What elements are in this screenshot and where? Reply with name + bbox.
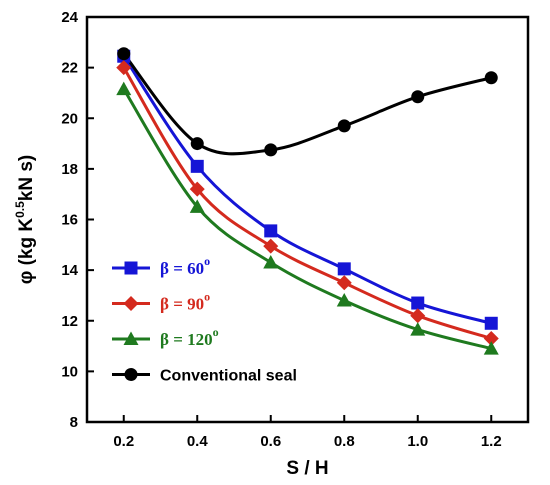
y-tick-label-7: 22 bbox=[61, 60, 78, 77]
y-tick-label-3: 14 bbox=[61, 262, 78, 279]
legend-label-2: β = 120o bbox=[160, 325, 219, 349]
series-2-point-0 bbox=[116, 81, 132, 96]
x-tick-label-1: 0.4 bbox=[187, 433, 209, 450]
y-tick-label-4: 16 bbox=[61, 212, 78, 229]
y-tick-label-6: 20 bbox=[61, 110, 78, 127]
x-tick-label-5: 1.2 bbox=[481, 433, 502, 450]
y-axis-label: φ (kg K0.5kN s) bbox=[13, 155, 37, 285]
series-1-point-2 bbox=[263, 238, 279, 254]
y-tick-label-0: 8 bbox=[70, 414, 78, 431]
y-tick-label-1: 10 bbox=[61, 363, 78, 380]
series-line-3 bbox=[122, 52, 492, 156]
series-3-point-2 bbox=[264, 143, 278, 157]
svg-text:φ (kg K0.5kN s): φ (kg K0.5kN s) bbox=[13, 155, 37, 285]
series-1-point-3 bbox=[336, 275, 352, 291]
series-2-point-1 bbox=[189, 199, 205, 213]
series-3-point-3 bbox=[337, 119, 351, 133]
legend-marker-2 bbox=[123, 331, 139, 345]
series-1-point-5 bbox=[483, 330, 499, 346]
series-2-point-3 bbox=[336, 293, 352, 307]
x-tick-label-2: 0.6 bbox=[260, 433, 281, 450]
x-axis-label: S / H bbox=[286, 458, 328, 479]
y-tick-label-8: 24 bbox=[61, 9, 78, 26]
legend-label-sup-0: o bbox=[204, 254, 210, 268]
series-1-point-0 bbox=[116, 60, 132, 76]
legend-label-0: β = 60o bbox=[160, 254, 210, 278]
x-tick-label-4: 1.0 bbox=[407, 433, 428, 450]
legend-label-sup-2: o bbox=[213, 325, 219, 339]
plot-frame bbox=[85, 15, 530, 424]
y-axis-label-tail: kN s) bbox=[16, 155, 37, 201]
legend-marker-1 bbox=[123, 296, 139, 311]
legend-label-text-1: β = 90 bbox=[160, 295, 204, 314]
series-3-point-0 bbox=[117, 47, 131, 61]
legend-marker-3 bbox=[124, 368, 138, 381]
series-2-point-4 bbox=[410, 322, 426, 336]
series-0-point-2 bbox=[264, 224, 278, 238]
series-0-point-3 bbox=[337, 262, 351, 276]
y-axis-label-main: φ (kg K bbox=[16, 218, 37, 285]
series-3-point-1 bbox=[190, 137, 204, 151]
series-0-point-4 bbox=[411, 296, 425, 310]
series-3-point-4 bbox=[411, 90, 425, 104]
series-markers bbox=[116, 47, 499, 355]
y-tick-label-2: 12 bbox=[61, 313, 78, 330]
legend-label-text-0: β = 60 bbox=[160, 259, 204, 278]
series-2-point-5 bbox=[483, 341, 499, 355]
x-tick-label-0: 0.2 bbox=[113, 433, 134, 450]
legend-label-3: Conventional seal bbox=[160, 368, 297, 385]
x-tick-label-3: 0.8 bbox=[334, 433, 355, 450]
legend-label-1: β = 90o bbox=[160, 290, 210, 314]
series-2-point-2 bbox=[263, 255, 279, 269]
legend-label-text-2: β = 120 bbox=[160, 330, 213, 349]
legend-label-text-3: Conventional seal bbox=[160, 368, 297, 385]
series-0-point-5 bbox=[484, 316, 498, 330]
y-axis-label-sup: 0.5 bbox=[13, 201, 27, 218]
legend-label-sup-1: o bbox=[204, 290, 210, 304]
series-3-point-5 bbox=[484, 71, 498, 85]
series-1-point-4 bbox=[410, 308, 426, 324]
series-0-point-1 bbox=[190, 159, 204, 173]
series-1-point-1 bbox=[189, 181, 205, 197]
y-tick-label-5: 18 bbox=[61, 161, 78, 178]
legend-marker-0 bbox=[124, 261, 138, 275]
